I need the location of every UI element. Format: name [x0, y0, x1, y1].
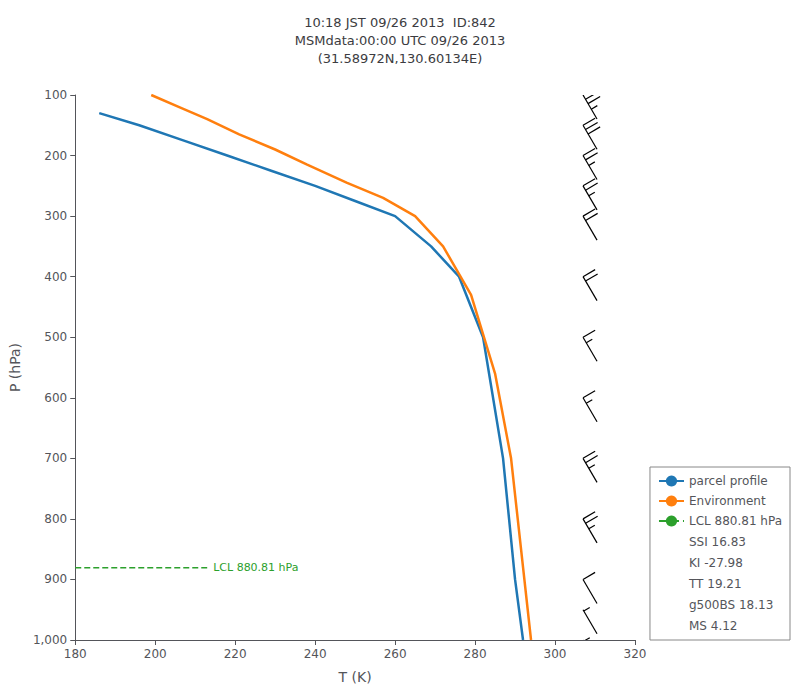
svg-text:(31.58972N,130.60134E): (31.58972N,130.60134E) — [318, 51, 483, 66]
svg-text:g500BS 18.13: g500BS 18.13 — [689, 598, 773, 612]
svg-text:10:18 JST 09/26 2013 ID:842: 10:18 JST 09/26 2013 ID:842 — [304, 15, 496, 30]
svg-text:300: 300 — [44, 209, 67, 223]
svg-text:P (hPa): P (hPa) — [7, 343, 23, 392]
svg-text:100: 100 — [44, 88, 67, 102]
svg-text:SSI 16.83: SSI 16.83 — [689, 535, 746, 549]
svg-text:800: 800 — [44, 512, 67, 526]
svg-text:200: 200 — [144, 647, 167, 661]
svg-text:400: 400 — [44, 270, 67, 284]
svg-text:TT 19.21: TT 19.21 — [688, 577, 742, 591]
svg-text:700: 700 — [44, 451, 67, 465]
svg-text:MS 4.12: MS 4.12 — [689, 619, 738, 633]
svg-text:300: 300 — [544, 647, 567, 661]
svg-text:240: 240 — [304, 647, 327, 661]
svg-text:1,000: 1,000 — [33, 633, 67, 647]
svg-text:600: 600 — [44, 391, 67, 405]
svg-text:T (K): T (K) — [338, 669, 372, 685]
svg-text:500: 500 — [44, 330, 67, 344]
svg-text:220: 220 — [224, 647, 247, 661]
svg-text:260: 260 — [384, 647, 407, 661]
svg-text:LCL 880.81 hPa: LCL 880.81 hPa — [213, 561, 298, 574]
svg-text:200: 200 — [44, 149, 67, 163]
svg-text:MSMdata:00:00 UTC 09/26 2013: MSMdata:00:00 UTC 09/26 2013 — [295, 33, 506, 48]
svg-text:280: 280 — [464, 647, 487, 661]
svg-text:KI -27.98: KI -27.98 — [689, 556, 743, 570]
svg-text:320: 320 — [624, 647, 647, 661]
svg-text:parcel profile: parcel profile — [689, 474, 768, 488]
svg-text:LCL 880.81 hPa: LCL 880.81 hPa — [689, 514, 782, 528]
svg-text:Environment: Environment — [689, 494, 766, 508]
svg-text:180: 180 — [64, 647, 87, 661]
svg-text:900: 900 — [44, 572, 67, 586]
